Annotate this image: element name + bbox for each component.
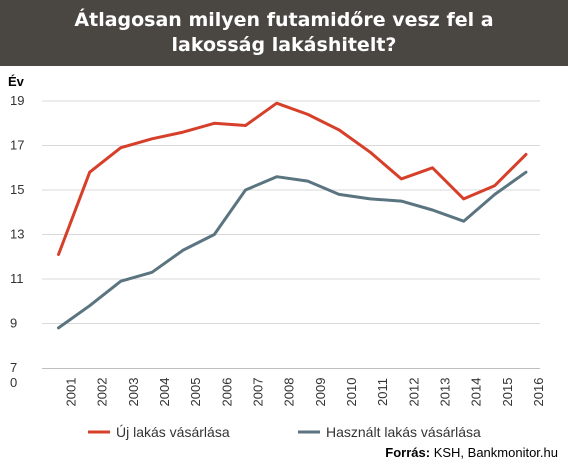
x-tick-label: 2004 bbox=[157, 378, 172, 407]
x-tick-label: 2015 bbox=[500, 378, 515, 407]
legend-label: Használt lakás vásárlása bbox=[326, 424, 481, 440]
chart-title-bar: Átlagosan milyen futamidőre vesz fel a l… bbox=[0, 0, 568, 66]
y-tick-label: 11 bbox=[10, 271, 24, 286]
x-tick-label: 2001 bbox=[64, 378, 79, 407]
y-tick-label: 15 bbox=[10, 182, 24, 197]
source-text: KSH, Bankmonitor.hu bbox=[433, 445, 558, 460]
x-tick-label: 2013 bbox=[438, 378, 453, 407]
x-tick-label: 2014 bbox=[469, 378, 484, 407]
y-tick-label: 9 bbox=[10, 316, 17, 331]
legend-label: Új lakás vásárlása bbox=[116, 424, 230, 440]
y-tick-label: 0 bbox=[10, 375, 17, 390]
y-tick-label: 17 bbox=[10, 138, 24, 153]
x-tick-label: 2005 bbox=[188, 378, 203, 407]
source-note: Forrás: KSH, Bankmonitor.hu bbox=[385, 445, 558, 460]
y-tick-label: 19 bbox=[10, 93, 24, 108]
x-tick-label: 2011 bbox=[375, 378, 390, 406]
x-tick-label: 2008 bbox=[282, 378, 297, 407]
y-tick-label: 13 bbox=[10, 227, 24, 242]
x-tick-label: 2006 bbox=[219, 378, 234, 407]
x-tick-label: 2007 bbox=[251, 378, 266, 407]
y-tick-label: 7 bbox=[10, 360, 17, 375]
x-tick-label: 2003 bbox=[126, 378, 141, 407]
x-tick-label: 2016 bbox=[531, 378, 546, 407]
x-tick-label: 2010 bbox=[344, 378, 359, 407]
chart-title: Átlagosan milyen futamidőre vesz fel a l… bbox=[74, 9, 494, 56]
x-tick-label: 2009 bbox=[313, 378, 328, 407]
source-label: Forrás: bbox=[385, 445, 431, 460]
x-tick-label: 2012 bbox=[406, 378, 421, 407]
y-axis-label: Év bbox=[8, 74, 25, 89]
x-tick-label: 2002 bbox=[95, 378, 110, 407]
series-line-2 bbox=[57, 170, 528, 330]
series-line-1 bbox=[57, 101, 528, 256]
